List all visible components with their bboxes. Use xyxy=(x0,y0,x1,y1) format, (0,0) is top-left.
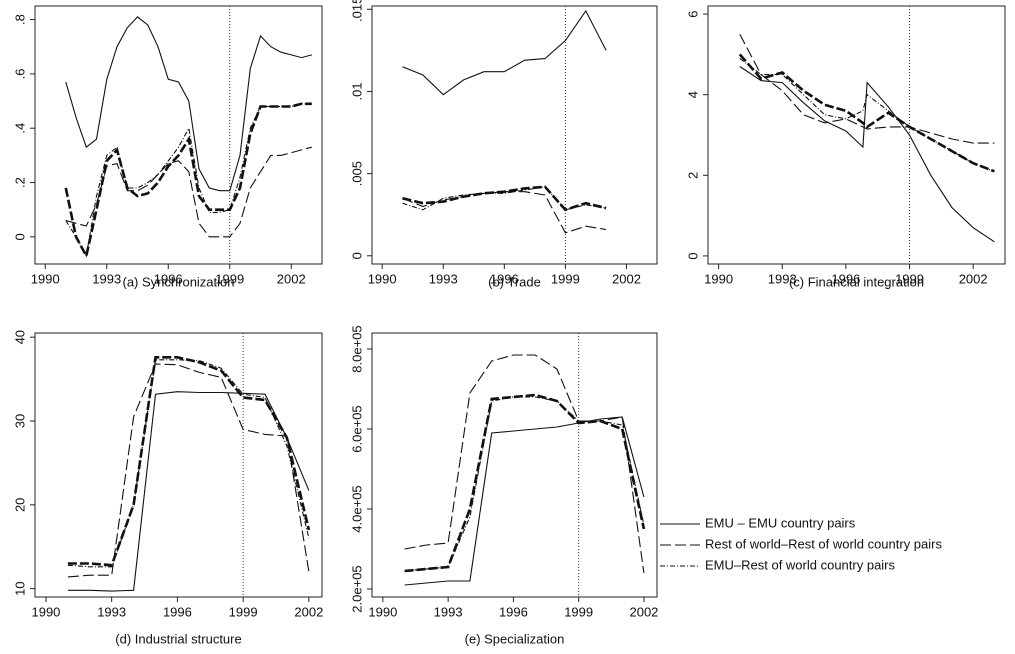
x-tick-label: 1990 xyxy=(704,271,733,286)
series-line xyxy=(402,9,607,96)
y-tick-label: 8.0e+05 xyxy=(349,325,364,372)
x-tick-label: 1990 xyxy=(31,271,60,286)
series-line xyxy=(402,186,607,211)
y-tick-label: .005 xyxy=(349,161,364,186)
series-line xyxy=(64,102,312,260)
y-tick-label: 4 xyxy=(685,91,700,98)
y-tick-label: .015 xyxy=(349,0,364,22)
series-line xyxy=(67,356,311,567)
y-tick-label: .01 xyxy=(349,82,364,100)
series-line xyxy=(404,396,645,572)
plot-frame xyxy=(707,5,1006,265)
legend-label: EMU – EMU country pairs xyxy=(705,515,856,530)
series-line xyxy=(739,33,995,144)
series-line xyxy=(65,16,312,192)
x-tick-label: 1993 xyxy=(768,271,797,286)
series-line xyxy=(67,363,310,578)
series-line xyxy=(404,354,645,574)
panel-title: (d) Industrial structure xyxy=(115,631,241,646)
series-line xyxy=(404,393,646,573)
x-tick-label: 1993 xyxy=(97,604,126,619)
y-tick-label: 4.0e+05 xyxy=(349,485,364,532)
series-line xyxy=(67,391,310,592)
y-tick-label: .2 xyxy=(12,177,27,188)
y-tick-label: 0 xyxy=(685,252,700,259)
panel-title: (e) Specialization xyxy=(465,631,565,646)
x-tick-label: 1999 xyxy=(564,604,593,619)
y-tick-label: 10 xyxy=(12,581,27,595)
x-tick-label: 2002 xyxy=(277,271,306,286)
plot-frame xyxy=(371,5,658,265)
x-tick-label: 1990 xyxy=(368,271,397,286)
plot-frame xyxy=(34,5,323,265)
x-tick-label: 1990 xyxy=(368,604,397,619)
x-tick-label: 2002 xyxy=(959,271,988,286)
series-line xyxy=(65,103,312,258)
y-tick-label: 40 xyxy=(12,330,27,344)
y-tick-label: 0 xyxy=(349,252,364,259)
x-tick-label: 1999 xyxy=(229,604,258,619)
panel-title: (c) Financial integration xyxy=(789,274,924,289)
y-tick-label: 6.0e+05 xyxy=(349,405,364,452)
x-tick-label: 2002 xyxy=(629,604,658,619)
x-tick-label: 1990 xyxy=(31,604,60,619)
series-line xyxy=(402,185,607,212)
plot-frame xyxy=(34,332,323,598)
x-tick-label: 2002 xyxy=(612,271,641,286)
x-tick-label: 1993 xyxy=(434,604,463,619)
x-tick-label: 1993 xyxy=(92,271,121,286)
series-line xyxy=(739,66,995,243)
y-tick-label: 20 xyxy=(12,498,27,512)
legend-label: EMU–Rest of world country pairs xyxy=(705,557,896,572)
series-line xyxy=(404,416,645,586)
series-line xyxy=(739,57,995,172)
y-tick-label: 2 xyxy=(685,172,700,179)
x-tick-label: 1996 xyxy=(163,604,192,619)
y-tick-label: 6 xyxy=(685,10,700,17)
panel-title: (b) Trade xyxy=(488,274,541,289)
x-tick-label: 1993 xyxy=(429,271,458,286)
x-tick-label: 2002 xyxy=(294,604,323,619)
x-tick-label: 1999 xyxy=(895,271,924,286)
y-tick-label: .6 xyxy=(12,68,27,79)
plot-frame xyxy=(371,332,658,598)
x-tick-label: 1996 xyxy=(499,604,528,619)
x-tick-label: 1999 xyxy=(215,271,244,286)
y-tick-label: .4 xyxy=(12,123,27,134)
panel-title: (a) Synchronization xyxy=(123,274,235,289)
x-tick-label: 1996 xyxy=(154,271,183,286)
x-tick-label: 1996 xyxy=(490,271,519,286)
x-tick-label: 1999 xyxy=(551,271,580,286)
y-tick-label: .8 xyxy=(12,14,27,25)
y-tick-label: 30 xyxy=(12,414,27,428)
y-tick-label: 2.0e+05 xyxy=(349,565,364,612)
x-tick-label: 1996 xyxy=(831,271,860,286)
legend-label: Rest of world–Rest of world country pair… xyxy=(705,536,942,551)
series-line xyxy=(67,359,310,568)
series-line xyxy=(65,146,312,238)
y-tick-label: 0 xyxy=(12,233,27,240)
series-line xyxy=(402,191,607,234)
